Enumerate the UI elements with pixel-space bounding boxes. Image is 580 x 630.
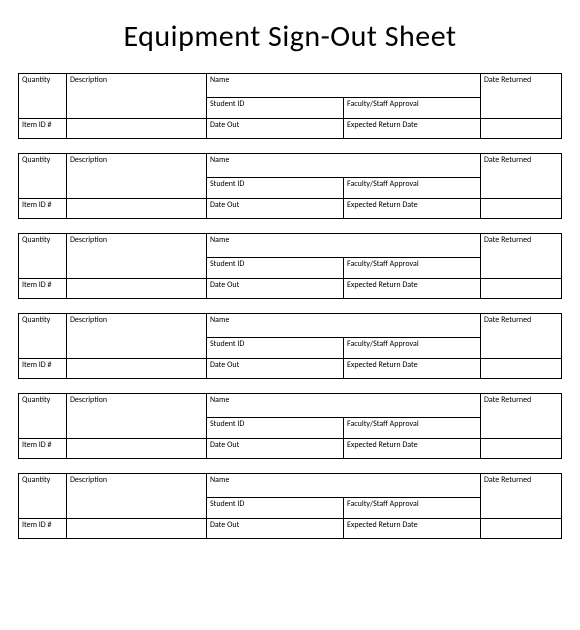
- label-name: Name: [207, 234, 480, 257]
- label-description: Description: [67, 74, 207, 118]
- label-item-id: Item ID #: [19, 439, 67, 458]
- label-student-id: Student ID: [207, 498, 344, 519]
- label-item-id: Item ID #: [19, 279, 67, 298]
- spacer: [481, 439, 561, 458]
- signout-block: QuantityDescriptionNameStudent IDFaculty…: [18, 473, 562, 539]
- label-faculty-approval: Faculty/Staff Approval: [344, 178, 480, 199]
- label-description: Description: [67, 394, 207, 438]
- label-quantity: Quantity: [19, 74, 67, 118]
- label-faculty-approval: Faculty/Staff Approval: [344, 258, 480, 279]
- label-date-out: Date Out: [207, 439, 344, 458]
- spacer: [67, 119, 207, 138]
- label-name: Name: [207, 154, 480, 177]
- spacer: [481, 519, 561, 538]
- label-expected-return: Expected Return Date: [344, 519, 480, 538]
- label-expected-return: Expected Return Date: [344, 119, 480, 138]
- signout-blocks: QuantityDescriptionNameStudent IDFaculty…: [18, 73, 562, 539]
- label-item-id: Item ID #: [19, 359, 67, 378]
- signout-block: QuantityDescriptionNameStudent IDFaculty…: [18, 153, 562, 219]
- spacer: [481, 119, 561, 138]
- label-date-out: Date Out: [207, 199, 344, 218]
- label-item-id: Item ID #: [19, 119, 67, 138]
- label-item-id: Item ID #: [19, 519, 67, 538]
- spacer: [67, 519, 207, 538]
- label-quantity: Quantity: [19, 234, 67, 278]
- label-student-id: Student ID: [207, 418, 344, 439]
- page-title: Equipment Sign-Out Sheet: [18, 18, 562, 55]
- spacer: [67, 279, 207, 298]
- label-name: Name: [207, 74, 480, 97]
- label-quantity: Quantity: [19, 314, 67, 358]
- label-date-returned: Date Returned: [481, 474, 561, 518]
- label-date-returned: Date Returned: [481, 74, 561, 118]
- label-date-returned: Date Returned: [481, 234, 561, 278]
- signout-block: QuantityDescriptionNameStudent IDFaculty…: [18, 73, 562, 139]
- label-quantity: Quantity: [19, 474, 67, 518]
- label-faculty-approval: Faculty/Staff Approval: [344, 498, 480, 519]
- label-date-returned: Date Returned: [481, 154, 561, 198]
- spacer: [481, 279, 561, 298]
- label-name: Name: [207, 314, 480, 337]
- label-description: Description: [67, 314, 207, 358]
- signout-block: QuantityDescriptionNameStudent IDFaculty…: [18, 313, 562, 379]
- label-description: Description: [67, 474, 207, 518]
- label-item-id: Item ID #: [19, 199, 67, 218]
- label-quantity: Quantity: [19, 394, 67, 438]
- label-expected-return: Expected Return Date: [344, 359, 480, 378]
- label-student-id: Student ID: [207, 98, 344, 119]
- label-expected-return: Expected Return Date: [344, 199, 480, 218]
- spacer: [67, 199, 207, 218]
- label-date-returned: Date Returned: [481, 394, 561, 438]
- spacer: [481, 359, 561, 378]
- signout-block: QuantityDescriptionNameStudent IDFaculty…: [18, 233, 562, 299]
- label-student-id: Student ID: [207, 338, 344, 359]
- label-name: Name: [207, 474, 480, 497]
- label-date-returned: Date Returned: [481, 314, 561, 358]
- label-date-out: Date Out: [207, 279, 344, 298]
- label-date-out: Date Out: [207, 519, 344, 538]
- label-student-id: Student ID: [207, 258, 344, 279]
- label-date-out: Date Out: [207, 119, 344, 138]
- label-quantity: Quantity: [19, 154, 67, 198]
- label-faculty-approval: Faculty/Staff Approval: [344, 418, 480, 439]
- spacer: [481, 199, 561, 218]
- label-name: Name: [207, 394, 480, 417]
- label-expected-return: Expected Return Date: [344, 279, 480, 298]
- label-student-id: Student ID: [207, 178, 344, 199]
- signout-block: QuantityDescriptionNameStudent IDFaculty…: [18, 393, 562, 459]
- spacer: [67, 439, 207, 458]
- label-expected-return: Expected Return Date: [344, 439, 480, 458]
- label-description: Description: [67, 154, 207, 198]
- label-description: Description: [67, 234, 207, 278]
- label-faculty-approval: Faculty/Staff Approval: [344, 338, 480, 359]
- label-date-out: Date Out: [207, 359, 344, 378]
- spacer: [67, 359, 207, 378]
- label-faculty-approval: Faculty/Staff Approval: [344, 98, 480, 119]
